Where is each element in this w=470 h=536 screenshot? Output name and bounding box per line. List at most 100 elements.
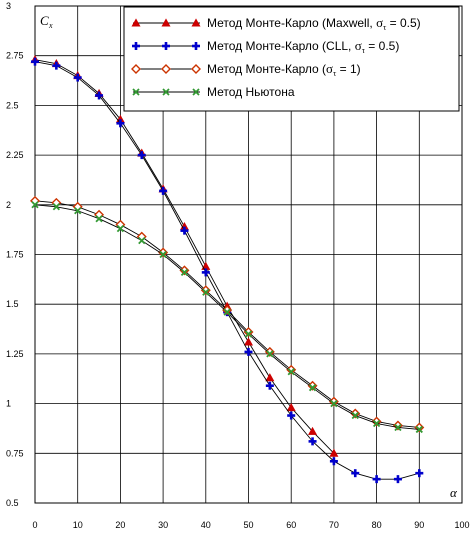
series-1-point-1-v [55, 61, 58, 70]
series-1-point-2-v [76, 73, 79, 82]
series-1-point-13 [308, 437, 317, 446]
series-3 [31, 201, 423, 434]
series-3-point-10-b [244, 330, 253, 338]
series-3-point-6-b [159, 250, 167, 259]
series-3-point-17 [394, 423, 402, 432]
series-3-point-17-b [394, 423, 402, 432]
legend-marker-1-2-v [194, 42, 198, 50]
series-1-point-13-v [311, 437, 314, 446]
series-3-point-9-b [223, 308, 231, 316]
series-3-point-0 [31, 201, 39, 209]
legend-marker-2-2 [191, 64, 201, 74]
series-3-point-5 [138, 236, 146, 245]
x-tick-label-3: 30 [158, 520, 168, 530]
x-tick-label-5: 50 [243, 520, 253, 530]
y-axis-label-subscript: x [48, 21, 53, 30]
series-3-point-14-b [330, 399, 338, 408]
y-tick-label-3: 1.25 [6, 349, 24, 359]
series-3-point-13 [308, 384, 317, 392]
legend-marker-3-0 [132, 88, 140, 96]
series-1-point-16 [372, 475, 381, 484]
y-tick-label-10: 3 [6, 1, 11, 11]
x-axis-label: α [450, 485, 458, 500]
legend-label-2-sub: τ [333, 69, 337, 78]
series-3-point-13-b [308, 384, 317, 392]
series-3-point-2-b [74, 207, 82, 215]
legend-label-1-prefix: Метод Монте-Карло (CLL, [207, 39, 355, 53]
y-tick-label-7: 2.25 [6, 150, 24, 160]
series-0-point-12 [286, 402, 296, 412]
series-3-point-1 [52, 203, 60, 211]
legend-label-1-sub: τ [362, 46, 366, 55]
series-1-point-7 [180, 226, 189, 235]
legend-label-3-prefix: Метод Ньютона [207, 85, 295, 99]
series-0-point-11 [265, 373, 275, 382]
x-tick-label-2: 20 [115, 520, 125, 530]
x-tick-label-9: 90 [414, 520, 424, 530]
series-1-point-11 [265, 381, 274, 390]
series-1-point-8-v [204, 268, 208, 277]
series-1-point-0-v [33, 57, 37, 66]
x-tick-label-4: 40 [201, 520, 211, 530]
series-3-point-14 [330, 399, 338, 408]
legend: Метод Монте-Карло (Maxwell, στ = 0.5) Мет… [123, 6, 460, 112]
series-3-point-15 [351, 411, 359, 420]
y-axis-label-text: C [40, 13, 49, 28]
series-1-point-17 [393, 475, 402, 484]
legend-label-0: Метод Монте-Карло (Maxwell, στ = 0.5) [207, 15, 421, 32]
series-3-point-12 [287, 368, 295, 376]
y-tick-label-6: 2 [6, 200, 11, 210]
y-tick-label-0: 0.5 [6, 498, 19, 508]
x-tick-label-0: 0 [32, 520, 37, 530]
series-3-point-4-b [116, 225, 125, 233]
series-1-point-17-v [396, 475, 400, 484]
legend-item-3: Метод Ньютона [132, 85, 295, 99]
series-3-point-16 [372, 419, 381, 428]
y-tick-label-1: 0.75 [6, 448, 24, 458]
series-3-point-18 [415, 425, 423, 434]
legend-marker-1-1 [162, 42, 170, 50]
legend-marker-2-0 [131, 64, 141, 74]
x-tick-label-6: 60 [286, 520, 296, 530]
series-1-point-1 [52, 61, 61, 70]
series-1-point-4 [116, 119, 125, 128]
legend-marker-3-1-b [162, 88, 170, 96]
series-1-point-3-v [97, 91, 101, 100]
legend-marker-1-0-v [134, 42, 138, 50]
legend-label-3: Метод Ньютона [207, 85, 295, 99]
series-1-point-5-v [140, 151, 144, 160]
series-3-point-4 [116, 225, 125, 233]
series-3-point-9 [223, 308, 231, 316]
series-3-point-5-b [138, 236, 146, 245]
series-3-point-2 [74, 207, 82, 215]
legend-label-2: Метод Монте-Карло (στ = 1) [207, 61, 361, 78]
series-1-point-15 [351, 469, 360, 478]
series-1-point-6 [159, 186, 168, 195]
x-tick-label-7: 70 [329, 520, 339, 530]
legend-label-1: Метод Монте-Карло (CLL, στ = 0.5) [207, 38, 399, 55]
legend-label-0-sigma: σ [376, 15, 383, 30]
plot-frame [34, 5, 463, 504]
series-0-point-14 [329, 448, 339, 457]
series-1-point-15-v [353, 469, 357, 478]
series-1-point-10 [244, 347, 253, 356]
series-1-point-18-v [418, 469, 421, 478]
series-1-point-10-v [247, 347, 250, 356]
series-3-point-18-b [415, 425, 423, 434]
legend-label-2-suffix: = 1) [336, 62, 360, 76]
series-0-point-10 [243, 337, 254, 346]
series-3-point-12-b [287, 368, 295, 376]
series-1-point-14 [329, 457, 338, 466]
series-1-point-3 [95, 91, 104, 100]
legend-label-2-prefix: Метод Монте-Карло ( [207, 62, 326, 76]
y-axis-label: C x [40, 13, 53, 30]
series-0-point-13 [308, 426, 318, 435]
series-3-point-11-b [266, 350, 274, 358]
series-1-point-12 [287, 411, 296, 420]
series-1-point-8 [201, 268, 210, 277]
series-1-point-12-v [289, 411, 293, 420]
tick-labels: 0 10 20 30 40 50 60 70 80 90 100 0.5 0.75 1 1.25 1.5 1.7… [6, 1, 470, 530]
series-3-point-7-b [180, 268, 189, 277]
series-3-point-10 [244, 330, 253, 338]
legend-marker-3-2 [192, 88, 200, 96]
